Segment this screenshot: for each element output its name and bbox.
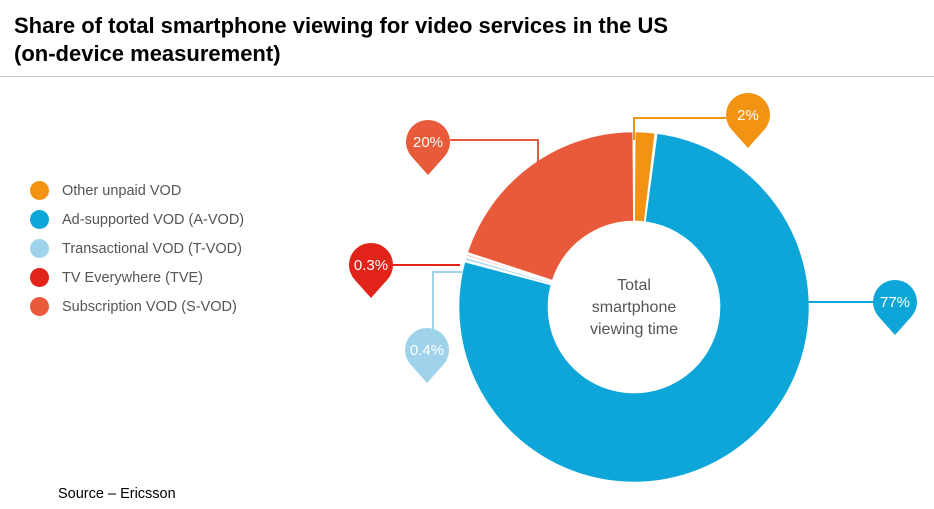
donut-slice-transactional-vod-t-vod: [465, 257, 552, 285]
center-label-line-1: Total: [617, 277, 651, 294]
data-label-subscription-vod-s-vod: 20%: [413, 134, 443, 151]
data-label-transactional-vod-t-vod: 0.4%: [410, 342, 444, 359]
center-label-line-2: smartphone: [592, 299, 677, 316]
legend-item-s-vod: Subscription VOD (S-VOD): [30, 292, 244, 321]
donut-slice-subscription-vod-s-vod: [467, 131, 634, 281]
data-label-other-unpaid-vod: 2%: [737, 107, 759, 124]
legend-swatch-a-vod: [30, 210, 49, 229]
legend-item-a-vod: Ad-supported VOD (A-VOD): [30, 205, 244, 234]
pin-marker-transactional-vod-t-vod: [405, 327, 449, 383]
leader-line-subscription-vod-s-vod: [450, 139, 539, 162]
legend-swatch-tve: [30, 268, 49, 287]
data-label-callouts: 2% 77% 0.4% 0.3% 20%: [349, 92, 918, 383]
chart-title-line-1: Share of total smartphone viewing for vi…: [14, 13, 669, 38]
donut-slice-ad-supported-vod-a-vod: [458, 133, 810, 483]
leader-line-transactional-vod-t-vod: [432, 271, 462, 330]
legend-item-tve: TV Everywhere (TVE): [30, 263, 244, 292]
donut-slice-tv-everywhere-tve: [466, 254, 553, 283]
legend-label-tve: TV Everywhere (TVE): [62, 269, 203, 286]
pin-marker-ad-supported-vod-a-vod: [873, 279, 918, 335]
legend-swatch-s-vod: [30, 297, 49, 316]
legend-swatch-other-unpaid-vod: [30, 181, 49, 200]
title-divider: [0, 76, 934, 77]
chart-legend: Other unpaid VOD Ad-supported VOD (A-VOD…: [30, 176, 244, 321]
donut-slice-other-unpaid-vod: [634, 131, 656, 222]
source-note: Source – Ericsson: [58, 486, 176, 502]
legend-item-t-vod: Transactional VOD (T-VOD): [30, 234, 244, 263]
chart-title-line-2: (on-device measurement): [14, 41, 281, 66]
donut-slices: [458, 131, 810, 483]
legend-swatch-t-vod: [30, 239, 49, 258]
legend-label-other-unpaid-vod: Other unpaid VOD: [62, 182, 182, 199]
data-label-tv-everywhere-tve: 0.3%: [354, 257, 388, 274]
center-label-line-3: viewing time: [590, 321, 678, 338]
pin-marker-tv-everywhere-tve: [349, 242, 393, 298]
pin-marker-subscription-vod-s-vod: [406, 119, 450, 175]
legend-item-other-unpaid-vod: Other unpaid VOD: [30, 176, 244, 205]
legend-label-t-vod: Transactional VOD (T-VOD): [62, 240, 242, 257]
leader-line-other-unpaid-vod: [633, 117, 726, 140]
legend-label-s-vod: Subscription VOD (S-VOD): [62, 298, 237, 315]
data-label-ad-supported-vod-a-vod: 77%: [880, 294, 910, 311]
chart-title: Share of total smartphone viewing for vi…: [14, 12, 914, 68]
pin-marker-other-unpaid-vod: [726, 92, 770, 148]
legend-label-a-vod: Ad-supported VOD (A-VOD): [62, 211, 245, 228]
